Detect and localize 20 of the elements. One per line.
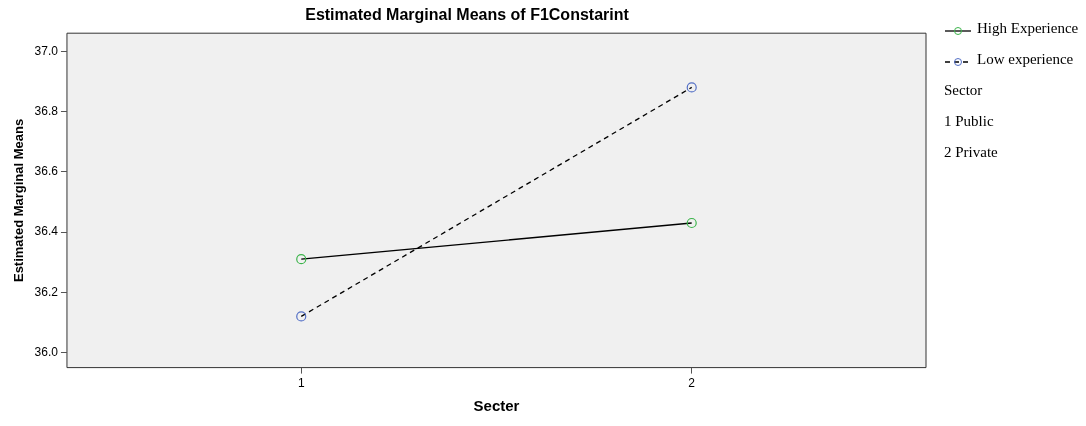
- point: [686, 82, 697, 93]
- x-tick-label: 2: [688, 376, 696, 391]
- text: 1 Public: [944, 113, 995, 130]
- point: [686, 217, 697, 229]
- y-axis-title: Estimated Marginal Means: [11, 118, 27, 283]
- point: [296, 254, 307, 265]
- legend-label: Low experience: [977, 51, 1074, 68]
- legend-label: High Experience: [977, 20, 1079, 37]
- y-tick-label: 36.8: [34, 103, 59, 118]
- text: Sector: [944, 82, 984, 99]
- y-tick-label: 36.2: [34, 284, 59, 299]
- chart-title: Estimated Marginal Means of F1Constarint: [305, 6, 630, 24]
- y-tick-label: 36.4: [34, 224, 59, 239]
- y-tick-label: 37.0: [34, 43, 59, 58]
- y-tick-label: 36.6: [34, 164, 59, 179]
- x-tick-label: 1: [297, 376, 305, 391]
- point: [296, 311, 307, 322]
- text: 2 Private: [944, 144, 999, 161]
- y-tick-label: 36.0: [34, 344, 59, 359]
- x-axis-title: Secter: [473, 397, 520, 415]
